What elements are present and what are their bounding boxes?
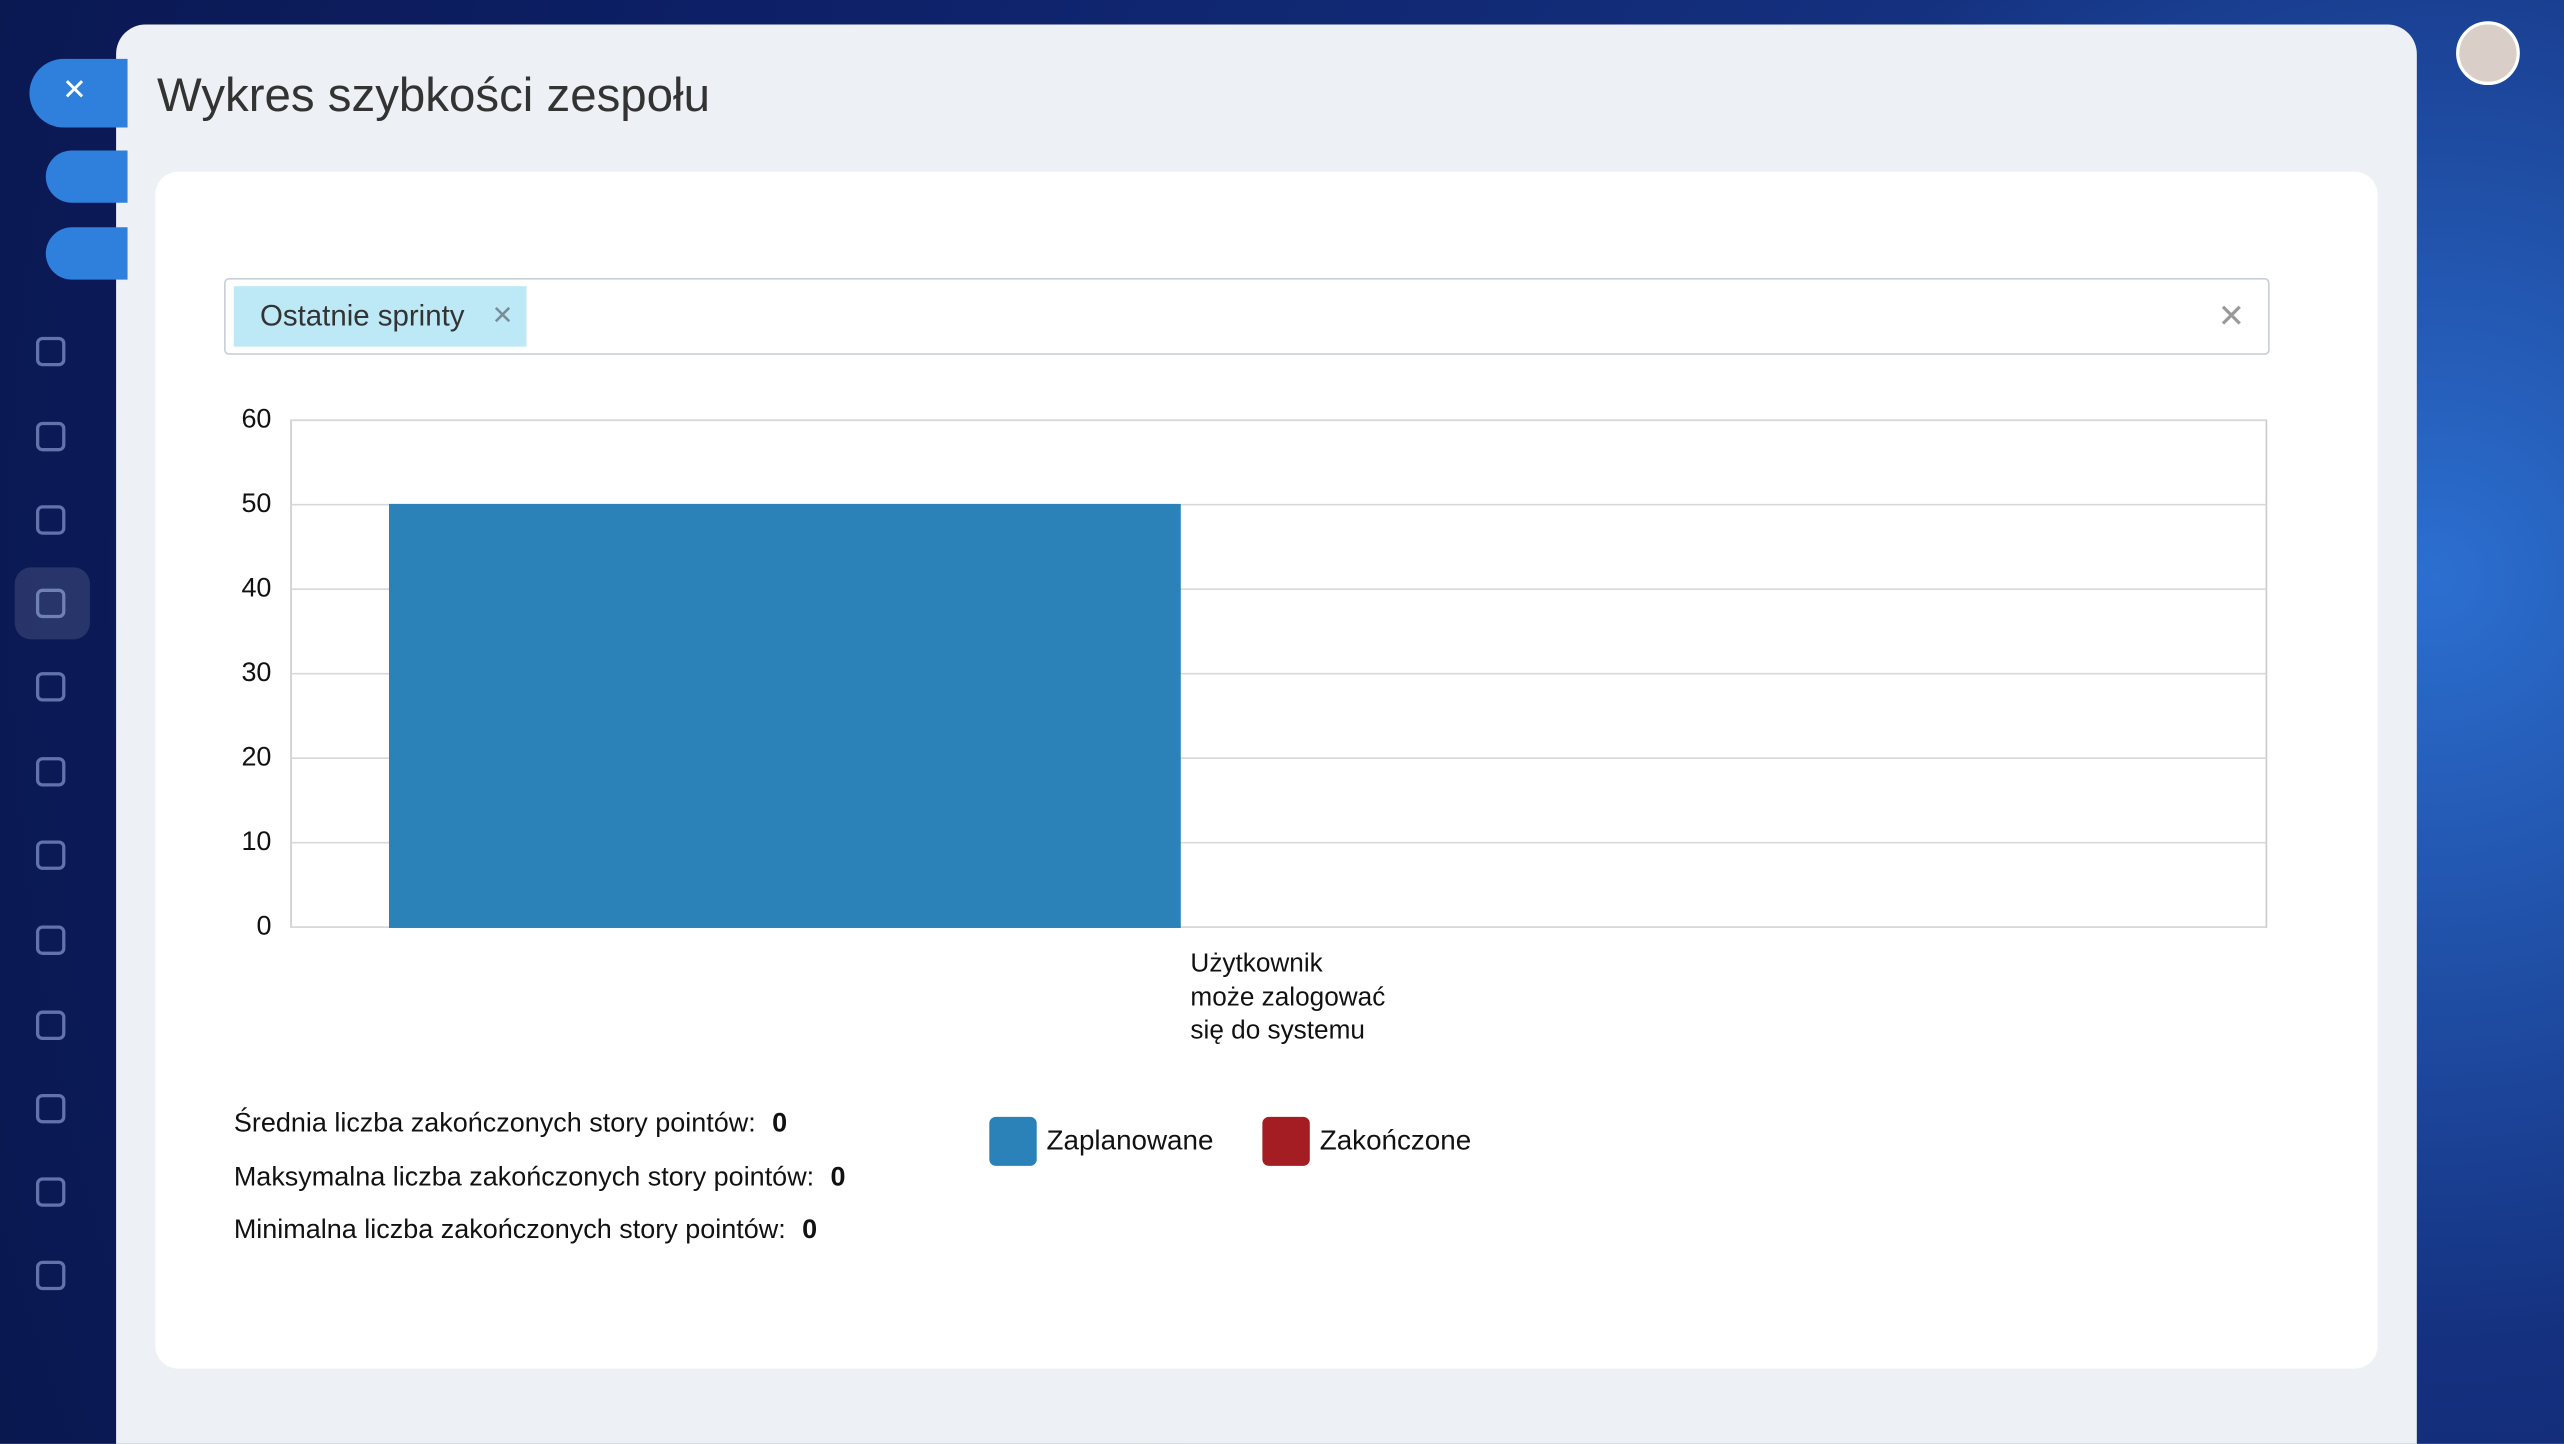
stat-label: Średnia liczba zakończonych story pointó… (233, 1108, 756, 1139)
y-tick-label: 20 (241, 741, 271, 771)
icon (35, 588, 66, 619)
legend-item: Zaplanowane (989, 1116, 1214, 1166)
sidebar (0, 0, 114, 1444)
icon (35, 672, 66, 702)
stat-row: Minimalna liczba zakończonych story poin… (234, 1215, 846, 1268)
y-tick-label: 30 (241, 657, 271, 687)
clear-button[interactable]: ✕ (2217, 299, 2246, 336)
legend-label: Zaplanowane (1046, 1125, 1214, 1157)
chip-remove[interactable]: ✕ (491, 302, 514, 331)
icon (35, 336, 66, 367)
legend-swatch (989, 1116, 1037, 1166)
stats: Średnia liczba zakończonych story pointó… (234, 1109, 846, 1268)
chip-label: Ostatnie sprinty (259, 299, 465, 332)
y-tick-label: 60 (241, 403, 271, 433)
avatar[interactable] (2456, 21, 2520, 86)
bar (389, 503, 1181, 928)
icon (35, 421, 66, 452)
x-tick-label: Użytkownik może zalogować się do systemu (1190, 950, 1386, 1045)
icon (35, 505, 66, 535)
slider-panel: Wykres szybkości zespołu Ostatnie sprint… (116, 24, 2417, 1444)
card: Ostatnie sprinty ✕ ✕ 0 10 20 30 40 50 60 Użytko… (155, 171, 2378, 1369)
stat-label: Maksymalna liczba zakończonych story poi… (233, 1161, 815, 1192)
active-item (14, 567, 90, 640)
y-tick-label: 0 (256, 910, 271, 940)
y-tick-label: 50 (241, 488, 271, 518)
y-tick-label: 40 (241, 572, 271, 602)
icon (35, 1010, 66, 1040)
legend: Zaplanowane Zakończone (989, 1116, 1520, 1166)
y-tick-label: 10 (241, 826, 271, 856)
icon (35, 840, 66, 870)
icon (35, 1093, 66, 1124)
stat-value: 0 (802, 1214, 818, 1245)
close-button[interactable]: ✕ (29, 58, 128, 128)
icon (35, 1177, 66, 1207)
stat-value: 0 (830, 1161, 846, 1192)
page-title: Wykres szybkości zespołu (156, 70, 710, 123)
legend-label: Zakończone (1319, 1125, 1472, 1157)
stat-value: 0 (772, 1108, 788, 1139)
stat-row: Maksymalna liczba zakończonych story poi… (234, 1162, 846, 1215)
icon (35, 757, 66, 787)
legend-item: Zakończone (1262, 1116, 1472, 1166)
filter-input[interactable]: Ostatnie sprinty ✕ ✕ (224, 277, 2270, 355)
filter-chip[interactable]: Ostatnie sprinty ✕ (233, 286, 527, 347)
stat-row: Średnia liczba zakończonych story pointó… (234, 1109, 846, 1162)
icon (35, 1260, 66, 1291)
icon (35, 925, 66, 955)
chart: 0 10 20 30 40 50 60 (241, 403, 2268, 940)
link-button[interactable] (45, 150, 128, 203)
open-button[interactable] (45, 227, 128, 280)
legend-swatch (1262, 1116, 1310, 1166)
stat-label: Minimalna liczba zakończonych story poin… (233, 1214, 786, 1245)
